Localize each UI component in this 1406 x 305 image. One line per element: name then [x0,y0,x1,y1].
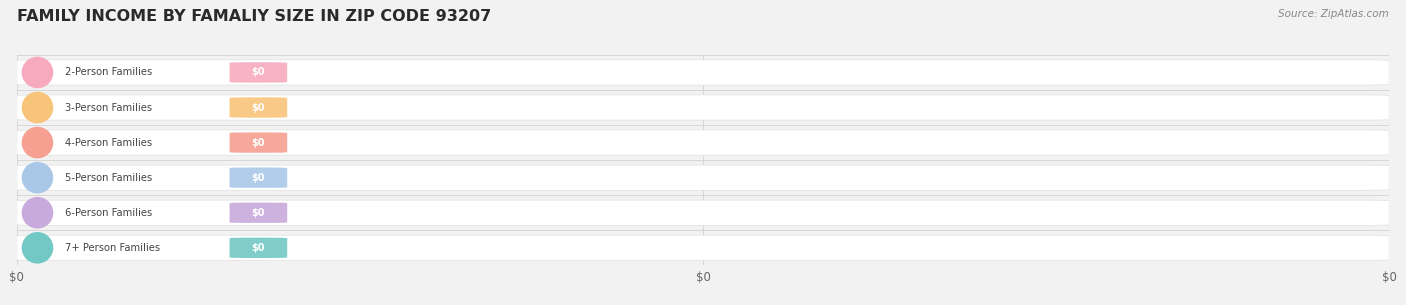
FancyBboxPatch shape [17,165,1389,190]
FancyBboxPatch shape [229,167,287,188]
Ellipse shape [22,57,52,88]
FancyBboxPatch shape [229,132,287,153]
FancyBboxPatch shape [17,200,1389,225]
Text: FAMILY INCOME BY FAMALIY SIZE IN ZIP CODE 93207: FAMILY INCOME BY FAMALIY SIZE IN ZIP COD… [17,9,491,24]
Text: Source: ZipAtlas.com: Source: ZipAtlas.com [1278,9,1389,19]
Text: $0: $0 [252,173,266,183]
FancyBboxPatch shape [17,130,1389,155]
Text: 7+ Person Families: 7+ Person Families [65,243,160,253]
FancyBboxPatch shape [17,95,1389,120]
Text: 4-Person Families: 4-Person Families [65,138,152,148]
Ellipse shape [22,163,52,193]
Text: $0: $0 [252,67,266,77]
Text: $0: $0 [252,208,266,218]
FancyBboxPatch shape [229,62,287,83]
Text: 3-Person Families: 3-Person Families [65,102,152,113]
Ellipse shape [22,233,52,263]
Text: 2-Person Families: 2-Person Families [65,67,152,77]
Text: $0: $0 [252,102,266,113]
Text: 6-Person Families: 6-Person Families [65,208,152,218]
FancyBboxPatch shape [229,203,287,223]
Ellipse shape [22,198,52,228]
Text: $0: $0 [252,243,266,253]
Text: $0: $0 [252,138,266,148]
FancyBboxPatch shape [229,238,287,258]
Text: 5-Person Families: 5-Person Families [65,173,152,183]
Ellipse shape [22,127,52,158]
FancyBboxPatch shape [17,235,1389,260]
FancyBboxPatch shape [17,60,1389,85]
FancyBboxPatch shape [229,97,287,118]
Ellipse shape [22,92,52,123]
